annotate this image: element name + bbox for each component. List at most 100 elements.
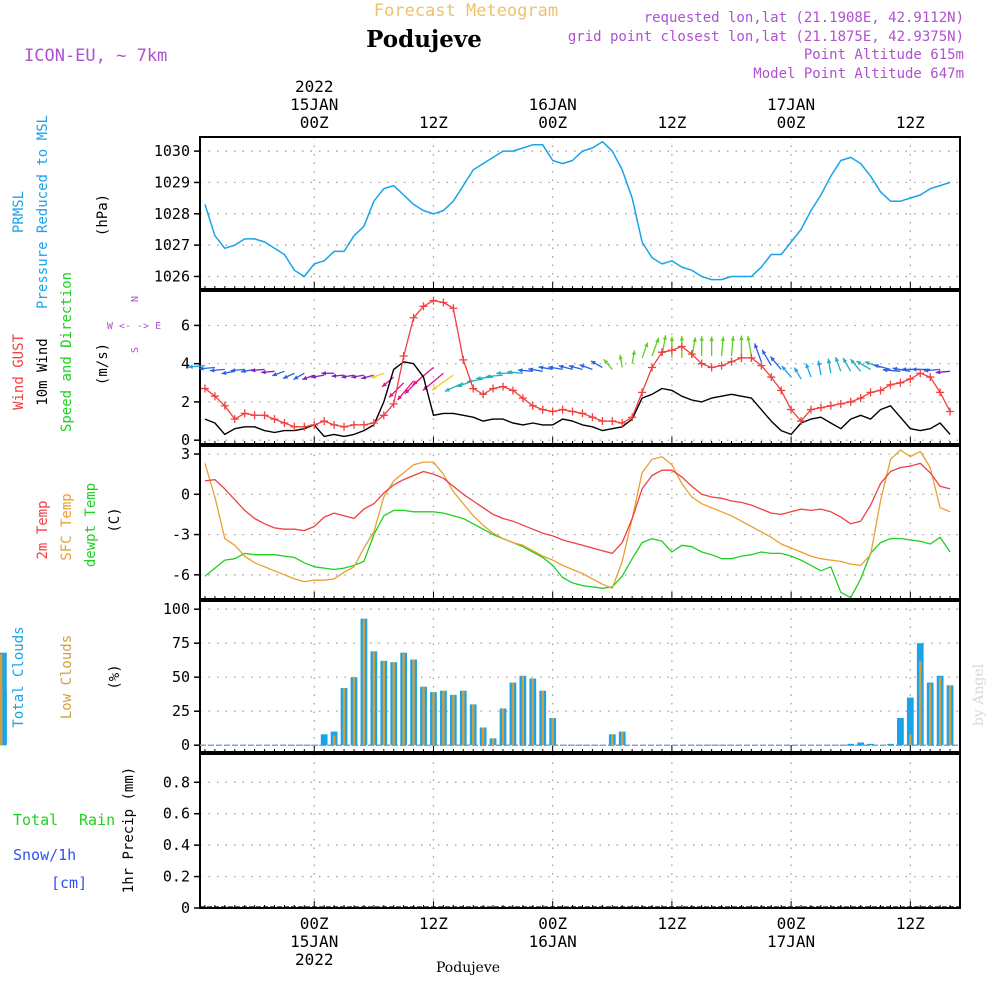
compass-s: S: [130, 347, 141, 353]
wind-arrow: [793, 367, 802, 380]
point-altitude: Point Altitude 615m: [804, 47, 964, 63]
clouds-unit: (%): [107, 664, 123, 689]
gust-marker: [479, 390, 488, 399]
wind-arrow-head: [261, 369, 266, 375]
total-clouds-label: Total Clouds: [11, 626, 27, 727]
closest-coords: grid point closest lon,lat (21.1875E, 42…: [568, 29, 964, 45]
low-cloud-bar: [521, 675, 525, 746]
gust-marker: [876, 386, 885, 395]
wind10-line: [204, 361, 951, 438]
wind-arrow-head: [404, 389, 410, 394]
gust-marker: [588, 413, 597, 422]
gust-marker: [936, 388, 945, 397]
wind-arrow: [331, 373, 345, 379]
wind-arrow-head: [835, 357, 840, 363]
wind-arrow-head: [662, 335, 667, 341]
y-tick-label: 1026: [154, 267, 190, 285]
gust-marker: [628, 413, 637, 422]
gust-marker: [747, 353, 756, 362]
wind-arrow-head: [283, 374, 289, 379]
wind-arrow-head: [892, 366, 898, 372]
top-time-label: 12Z: [657, 113, 686, 132]
y-tick-label: -3: [172, 526, 190, 544]
wind-arrow-head: [669, 336, 675, 342]
wind-arrow: [805, 363, 812, 378]
gust-marker: [340, 422, 349, 431]
top-time-label: 16JAN: [529, 95, 577, 114]
total-cloud-bar: [906, 697, 914, 746]
wind-arrow-head: [901, 367, 907, 372]
wind-arrow: [769, 356, 782, 370]
wind-arrow: [261, 369, 275, 375]
wind-arrow: [709, 336, 714, 357]
y-tick-label: 0.4: [163, 836, 190, 854]
y-tick-label: 0: [181, 736, 190, 754]
gust-marker: [250, 411, 259, 420]
wind-arrow: [528, 367, 543, 372]
gust-marker: [886, 380, 895, 389]
gust-marker: [230, 415, 239, 424]
low-cloud-bar: [402, 652, 405, 746]
low-cloud-bar: [462, 690, 465, 746]
model-label: ICON-EU, ~ 7km: [24, 46, 167, 66]
wind-arrow-head: [843, 357, 848, 363]
gust-marker: [310, 420, 319, 429]
gust-marker: [826, 401, 835, 410]
gust-marker: [508, 386, 517, 395]
gust-marker: [727, 357, 736, 366]
total-cloud-bar: [0, 652, 7, 746]
top-time-label: 00Z: [777, 113, 806, 132]
wind-arrow-head: [699, 336, 704, 341]
wind-arrow-head: [856, 361, 862, 366]
wind-arrow: [282, 372, 295, 380]
y-tick-label: 3: [181, 445, 190, 463]
dewpt-line: [204, 509, 951, 599]
wind-unit: (m/s): [95, 343, 111, 385]
gust-marker: [608, 417, 617, 426]
y-tick-label: 100: [163, 600, 190, 618]
gust-marker: [926, 373, 935, 382]
gust-marker: [767, 373, 776, 382]
wind-arrow: [834, 356, 842, 372]
panel-frame: [199, 290, 961, 445]
cm-label: [cm]: [51, 874, 87, 892]
prmsl-desc-label: Pressure Reduced to MSL: [35, 115, 51, 309]
gust-marker: [806, 405, 815, 414]
gust-marker: [439, 298, 448, 307]
gust-marker: [787, 405, 796, 414]
wind-arrow: [538, 365, 553, 371]
wind-arrow: [381, 376, 395, 388]
wind-arrow-head: [618, 354, 623, 360]
gust-marker: [300, 422, 309, 431]
wind-arrow: [396, 380, 415, 401]
wind-arrow-head: [293, 375, 299, 380]
low-cloud-bar: [491, 738, 495, 746]
wind-arrow-head: [655, 337, 660, 343]
wind-arrow: [370, 372, 385, 379]
wind-arrow: [548, 365, 563, 371]
wind-arrow: [816, 360, 822, 376]
wind-arrow: [302, 374, 315, 381]
wind-arrow-head: [720, 336, 726, 342]
wind-arrow: [311, 374, 325, 379]
low-cloud-bar: [452, 694, 455, 746]
panel-frame: [199, 753, 961, 909]
low-clouds-label: Low Clouds: [59, 635, 75, 719]
wind-arrow-head: [631, 350, 636, 356]
wind-arrow-head: [397, 395, 403, 401]
gust-marker: [757, 361, 766, 370]
gust-marker: [687, 350, 696, 359]
wind-arrow: [935, 370, 951, 375]
wind-panel: 0 2 4 6: [181, 290, 961, 449]
y-tick-label: 1030: [154, 142, 190, 160]
pressure-labels: PRMSL Pressure Reduced to MSL (hPa): [11, 115, 111, 309]
low-cloud-bar: [372, 651, 376, 746]
gust-marker: [638, 388, 647, 397]
y-tick-label: 1029: [154, 173, 190, 191]
wind-arrow-head: [911, 367, 917, 372]
gust-marker: [856, 394, 865, 403]
wind-arrow: [781, 365, 792, 378]
low-cloud-bar: [541, 690, 544, 746]
